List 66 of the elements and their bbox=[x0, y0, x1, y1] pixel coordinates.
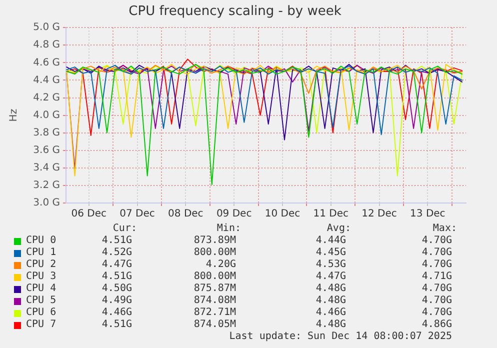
text: 4.48G bbox=[316, 283, 346, 294]
x-tick-label: 07 Dec bbox=[120, 208, 155, 220]
y-tick-label: 4.2 G bbox=[33, 92, 60, 104]
text: 4.20G bbox=[206, 259, 236, 270]
text: 872.71M bbox=[194, 307, 236, 318]
y-tick-label: 4.0 G bbox=[33, 110, 60, 121]
text: 4.70G bbox=[422, 295, 452, 306]
legend-label: CPU 4 bbox=[26, 283, 56, 294]
text: Last update: Sun Dec 14 08:00:07 2025 bbox=[229, 331, 452, 342]
text: 4.52G bbox=[102, 247, 132, 258]
text: 874.08M bbox=[194, 295, 236, 306]
text: 4.53G bbox=[316, 259, 346, 270]
x-tick-label: 12 Dec bbox=[362, 208, 397, 220]
text: 800.00M bbox=[194, 247, 236, 258]
text: 4.47G bbox=[102, 259, 132, 270]
y-tick-label: 4.6 G bbox=[33, 57, 60, 68]
x-tick-label: 10 Dec bbox=[264, 208, 300, 220]
legend-label: CPU 7 bbox=[26, 319, 56, 330]
text: 875.87M bbox=[194, 283, 236, 294]
text: 4.51G bbox=[102, 235, 132, 246]
y-tick-label: 3.8 G bbox=[33, 127, 60, 138]
x-tick-label: 13 Dec bbox=[410, 208, 446, 220]
text: 873.89M bbox=[194, 235, 236, 246]
text: 4.50G bbox=[102, 283, 132, 294]
text: 4.86G bbox=[422, 319, 452, 330]
text: Cur: bbox=[112, 223, 137, 234]
legend-label: CPU 2 bbox=[26, 259, 56, 270]
y-axis-title: Hz bbox=[8, 108, 20, 122]
text: 4.71G bbox=[422, 271, 452, 282]
x-tick-label: 11 Dec bbox=[313, 208, 349, 220]
y-tick-label: 3.6 G bbox=[33, 144, 60, 156]
y-tick-label: 5.0 G bbox=[33, 22, 60, 34]
text: 4.48G bbox=[316, 295, 346, 306]
text: 4.70G bbox=[422, 235, 452, 246]
text: 874.05M bbox=[194, 319, 236, 330]
text: 4.51G bbox=[102, 271, 132, 282]
legend-label: CPU 1 bbox=[26, 247, 56, 258]
y-tick-label: 4.4 G bbox=[33, 74, 60, 86]
text: 4.44G bbox=[316, 235, 346, 246]
legend-label: CPU 6 bbox=[26, 307, 56, 318]
chart-title: CPU frequency scaling - by week bbox=[128, 4, 342, 20]
text: 4.48G bbox=[316, 319, 346, 330]
legend-label: CPU 0 bbox=[26, 235, 56, 246]
text: 4.51G bbox=[102, 319, 132, 330]
text: 4.47G bbox=[316, 271, 346, 282]
text: 800.00M bbox=[194, 271, 236, 282]
y-tick-label: 3.0 G bbox=[33, 198, 60, 209]
text: Avg: bbox=[326, 223, 351, 234]
legend-label: CPU 3 bbox=[26, 271, 56, 282]
text: Max: bbox=[432, 223, 457, 234]
text: 4.70G bbox=[422, 259, 452, 270]
text: 4.45G bbox=[316, 247, 346, 258]
text: 4.49G bbox=[102, 295, 132, 306]
text: 4.70G bbox=[422, 307, 452, 318]
text: 4.46G bbox=[102, 307, 132, 318]
text: 4.70G bbox=[422, 283, 452, 294]
x-tick-label: 08 Dec bbox=[168, 208, 204, 220]
y-tick-label: 3.4 G bbox=[33, 162, 60, 174]
y-tick-label: 3.2 G bbox=[33, 180, 60, 192]
y-tick-label: 4.8 G bbox=[33, 40, 60, 51]
text: 4.70G bbox=[422, 247, 452, 258]
text: 4.46G bbox=[316, 307, 346, 318]
text: Min: bbox=[216, 223, 241, 234]
legend-label: CPU 5 bbox=[26, 295, 56, 306]
x-tick-label: 06 Dec bbox=[71, 208, 106, 220]
x-tick-label: 09 Dec bbox=[216, 208, 252, 220]
